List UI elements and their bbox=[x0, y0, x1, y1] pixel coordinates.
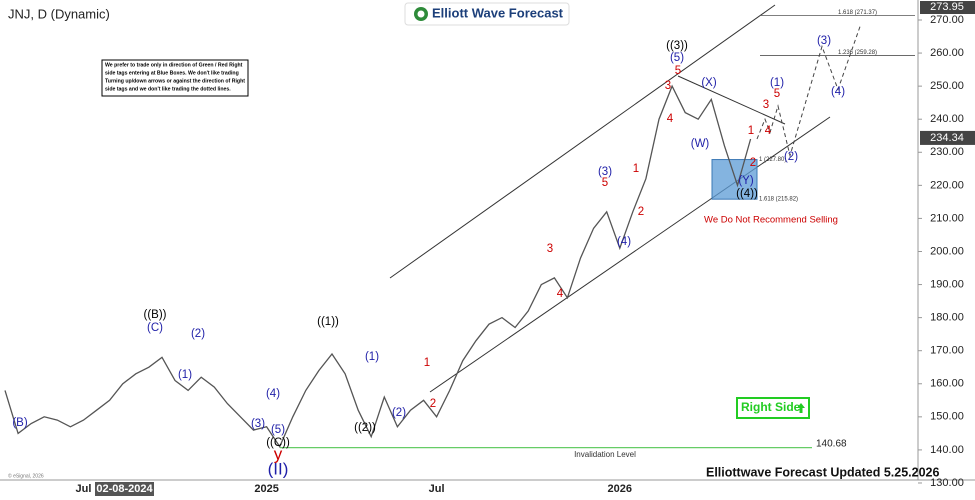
wave-label: (4) bbox=[617, 236, 631, 248]
y-tick-label: 150.00 bbox=[930, 411, 964, 423]
scale-high-box bbox=[920, 1, 975, 14]
wave-label: 4 bbox=[765, 125, 772, 137]
logo: Elliott Wave Forecast bbox=[404, 2, 570, 26]
y-tick-label: 160.00 bbox=[930, 378, 964, 390]
crosshair-date-box bbox=[95, 482, 154, 496]
wave-label: 2 bbox=[638, 206, 644, 218]
logo-icon-inner bbox=[417, 10, 425, 18]
invalidation-label: Invalidation Level bbox=[574, 450, 636, 459]
logo-box bbox=[404, 2, 570, 26]
last-price-box bbox=[920, 130, 975, 145]
wave-label: 3 bbox=[665, 80, 671, 92]
wave-label: (C) bbox=[147, 322, 163, 334]
wave-label: (2) bbox=[392, 407, 406, 419]
y-tick-label: 250.00 bbox=[930, 80, 964, 92]
wave-label: (3) bbox=[598, 166, 612, 178]
wave-label: 5 bbox=[602, 177, 608, 189]
wave-label: ((3)) bbox=[666, 40, 688, 52]
wave-label: 4 bbox=[557, 288, 564, 300]
wave-label: (X) bbox=[701, 77, 717, 89]
wave-label: (4) bbox=[266, 388, 280, 400]
wave-label: 5 bbox=[675, 65, 681, 77]
wave-label: ((4)) bbox=[736, 188, 758, 200]
wave-label: 3 bbox=[547, 243, 553, 255]
right-side-tag: Right Side bbox=[736, 397, 810, 419]
last-price-label: 234.34 bbox=[930, 132, 964, 144]
wave-label: (3) bbox=[251, 418, 265, 430]
invalidation-value: 140.68 bbox=[816, 438, 847, 449]
y-tick-label: 210.00 bbox=[930, 212, 964, 224]
y-tick-label: 240.00 bbox=[930, 113, 964, 125]
wave-label: 5 bbox=[774, 88, 780, 100]
wave-label: ((B)) bbox=[144, 309, 167, 321]
fib-label: 1.618 (271.37) bbox=[838, 10, 877, 16]
wave-label: (1) bbox=[178, 369, 192, 381]
wave-label: (Y) bbox=[738, 175, 754, 187]
fib-label: 1.236 (259.28) bbox=[838, 50, 877, 56]
wave-label: (B) bbox=[12, 417, 28, 429]
channel-upper bbox=[389, 4, 776, 279]
note-frame bbox=[101, 59, 249, 97]
y-tick-label: 270.00 bbox=[930, 14, 964, 26]
wave-label: (5) bbox=[271, 424, 285, 436]
fib-label: 1.618 (215.82) bbox=[759, 197, 798, 203]
price-line bbox=[4, 84, 752, 448]
footer: Elliottwave Forecast Updated 5.25.2026 bbox=[706, 465, 939, 479]
wave-label: 2 bbox=[750, 157, 756, 169]
y-tick-label: 200.00 bbox=[930, 245, 964, 257]
wave-label: 4 bbox=[667, 113, 674, 125]
copyright: © eSignal, 2026 bbox=[8, 472, 44, 479]
wave-label: 3 bbox=[763, 99, 769, 111]
wave-label: (1) bbox=[770, 77, 784, 89]
wave-label: (5) bbox=[670, 52, 684, 64]
note-box: We prefer to trade only in direction of … bbox=[101, 59, 249, 97]
x-tick-label: Jul bbox=[76, 483, 92, 495]
right-side-arrow bbox=[797, 403, 805, 413]
trend-line bbox=[677, 75, 786, 125]
wave-label: 1 bbox=[633, 163, 639, 175]
wave-label: (II) bbox=[268, 459, 289, 478]
note-line: Turning up/down arrows or against the di… bbox=[105, 78, 245, 84]
warning-text: We Do Not Recommend Selling bbox=[704, 215, 838, 226]
y-tick-label: 140.00 bbox=[930, 444, 964, 456]
wave-label: ((1)) bbox=[317, 316, 339, 328]
crosshair-date: 02-08-2024 bbox=[96, 483, 153, 495]
scale-high-label: 273.95 bbox=[930, 1, 964, 13]
wave-label: 2 bbox=[430, 398, 436, 410]
x-tick-label: Jul bbox=[429, 483, 445, 495]
y-tick-label: 220.00 bbox=[930, 179, 964, 191]
chart-title: JNJ, D (Dynamic) bbox=[8, 6, 110, 21]
y-tick-label: 170.00 bbox=[930, 345, 964, 357]
wave-label: (3) bbox=[817, 35, 831, 47]
note-line: side tags entering at Blue Boxes. We don… bbox=[105, 70, 239, 76]
y-tick-label: 260.00 bbox=[930, 47, 964, 59]
note-line: side tags and we don't like trading the … bbox=[105, 86, 231, 92]
blue-box bbox=[711, 159, 758, 200]
wave-label: y bbox=[274, 444, 283, 463]
x-tick-label: 2025 bbox=[254, 483, 278, 495]
y-tick-label: 180.00 bbox=[930, 312, 964, 324]
y-tick-label: 130.00 bbox=[930, 477, 964, 489]
note-line: We prefer to trade only in direction of … bbox=[105, 62, 243, 68]
fib-label: 1 (227.80) bbox=[759, 157, 786, 163]
wave-label: 1 bbox=[424, 357, 430, 369]
wave-label: (W) bbox=[691, 138, 710, 150]
projection-line bbox=[756, 26, 861, 158]
channel-lower bbox=[429, 116, 831, 393]
right-side-text: Right Side bbox=[741, 400, 801, 414]
wave-label: (2) bbox=[784, 151, 798, 163]
y-tick-label: 190.00 bbox=[930, 278, 964, 290]
y-tick-label: 230.00 bbox=[930, 146, 964, 158]
right-side-frame bbox=[736, 397, 810, 419]
x-tick-label: 2026 bbox=[608, 483, 632, 495]
wave-label: ((C)) bbox=[266, 437, 290, 449]
wave-label: (2) bbox=[191, 328, 205, 340]
logo-text: Elliott Wave Forecast bbox=[432, 5, 564, 20]
wave-label: (4) bbox=[831, 86, 845, 98]
wave-label: (1) bbox=[365, 351, 379, 363]
wave-label: ((2)) bbox=[354, 422, 376, 434]
wave-label: 1 bbox=[748, 125, 754, 137]
